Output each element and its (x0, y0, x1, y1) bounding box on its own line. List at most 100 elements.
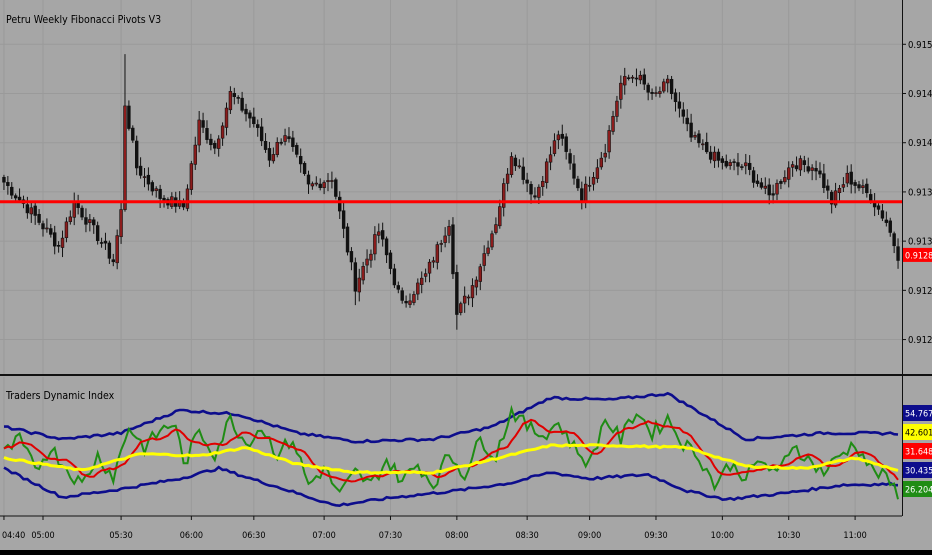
price-candle[interactable] (665, 74, 670, 93)
price-candle[interactable] (244, 103, 248, 122)
price-candle[interactable] (259, 118, 264, 147)
price-candle[interactable] (806, 157, 810, 174)
price-candle[interactable] (146, 167, 151, 191)
price-candle[interactable] (80, 205, 84, 221)
price-candle[interactable] (783, 170, 787, 185)
price-candle[interactable] (279, 138, 283, 146)
price-candle[interactable] (10, 182, 14, 199)
price-candle[interactable] (654, 86, 658, 97)
price-candle[interactable] (716, 148, 721, 168)
price-candle[interactable] (248, 110, 252, 128)
price-candle[interactable] (603, 143, 607, 163)
price-candle[interactable] (638, 70, 643, 85)
price-candle[interactable] (306, 170, 311, 194)
price-candle[interactable] (283, 128, 287, 146)
price-candle[interactable] (728, 159, 732, 170)
price-candle[interactable] (158, 184, 162, 209)
price-candle[interactable] (560, 124, 564, 146)
price-candle[interactable] (29, 200, 33, 223)
price-candle[interactable] (111, 253, 115, 267)
price-candle[interactable] (357, 268, 361, 302)
price-candle[interactable] (724, 154, 728, 169)
price-candle[interactable] (564, 133, 568, 160)
price-candle[interactable] (525, 172, 529, 193)
price-candle[interactable] (607, 125, 611, 159)
price-candle[interactable] (861, 179, 865, 194)
price-candle[interactable] (822, 163, 826, 194)
price-candle[interactable] (377, 223, 381, 244)
price-candle[interactable] (755, 174, 760, 187)
price-candle[interactable] (572, 155, 576, 185)
price-candle[interactable] (193, 136, 197, 170)
price-candle[interactable] (833, 182, 838, 208)
price-candle[interactable] (256, 119, 260, 137)
price-candle[interactable] (216, 135, 221, 157)
price-candle[interactable] (837, 184, 842, 201)
price-candle[interactable] (642, 68, 646, 91)
price-candle[interactable] (466, 294, 471, 306)
price-candle[interactable] (646, 82, 650, 101)
price-candle[interactable] (896, 238, 900, 269)
price-candle[interactable] (697, 130, 701, 148)
price-candle[interactable] (732, 158, 736, 171)
price-candle[interactable] (314, 176, 318, 187)
price-candle[interactable] (818, 162, 822, 179)
price-candle[interactable] (814, 160, 818, 181)
price-candle[interactable] (267, 141, 272, 167)
price-candle[interactable] (369, 249, 373, 268)
price-candle[interactable] (271, 147, 276, 164)
price-candle[interactable] (626, 74, 631, 81)
price-candle[interactable] (287, 127, 291, 143)
price-candle[interactable] (509, 152, 514, 178)
price-candle[interactable] (876, 203, 881, 215)
price-candle[interactable] (494, 217, 498, 235)
price-candle[interactable] (505, 168, 510, 192)
price-candle[interactable] (330, 171, 334, 189)
price-candle[interactable] (291, 130, 295, 152)
price-candle[interactable] (826, 179, 830, 199)
price-candle[interactable] (451, 217, 455, 279)
price-candle[interactable] (693, 131, 697, 140)
price-candle[interactable] (201, 112, 205, 134)
price-candle[interactable] (689, 113, 693, 142)
price-candle[interactable] (127, 100, 131, 131)
price-candle[interactable] (95, 221, 100, 245)
price-candle[interactable] (318, 178, 322, 191)
price-candle[interactable] (384, 236, 389, 264)
price-candle[interactable] (747, 155, 752, 176)
price-candle[interactable] (658, 86, 662, 98)
price-candle[interactable] (763, 177, 768, 195)
price-candle[interactable] (556, 130, 561, 150)
price-candle[interactable] (884, 211, 889, 227)
price-candle[interactable] (548, 146, 553, 171)
price-candle[interactable] (751, 166, 756, 188)
price-candle[interactable] (310, 181, 315, 190)
price-candle[interactable] (142, 168, 147, 188)
price-candle[interactable] (84, 208, 88, 233)
price-candle[interactable] (240, 91, 244, 113)
price-candle[interactable] (252, 107, 256, 128)
price-candle[interactable] (205, 120, 209, 144)
price-candle[interactable] (427, 259, 432, 283)
price-candle[interactable] (634, 68, 639, 87)
price-panel[interactable] (0, 54, 902, 330)
price-candle[interactable] (103, 232, 108, 250)
price-candle[interactable] (673, 88, 678, 112)
price-candle[interactable] (6, 176, 10, 195)
price-candle[interactable] (595, 159, 600, 183)
price-candle[interactable] (681, 102, 686, 124)
price-candle[interactable] (400, 287, 404, 304)
price-candle[interactable] (423, 268, 428, 283)
price-candle[interactable] (361, 261, 365, 285)
price-candle[interactable] (338, 191, 342, 219)
price-candle[interactable] (849, 164, 853, 194)
price-candle[interactable] (107, 240, 112, 264)
price-candle[interactable] (790, 161, 795, 177)
price-candle[interactable] (322, 180, 326, 195)
price-candle[interactable] (431, 256, 436, 268)
price-candle[interactable] (341, 202, 346, 239)
price-candle[interactable] (615, 95, 619, 123)
price-candle[interactable] (115, 229, 119, 270)
price-candle[interactable] (650, 88, 654, 100)
price-candle[interactable] (779, 179, 783, 190)
